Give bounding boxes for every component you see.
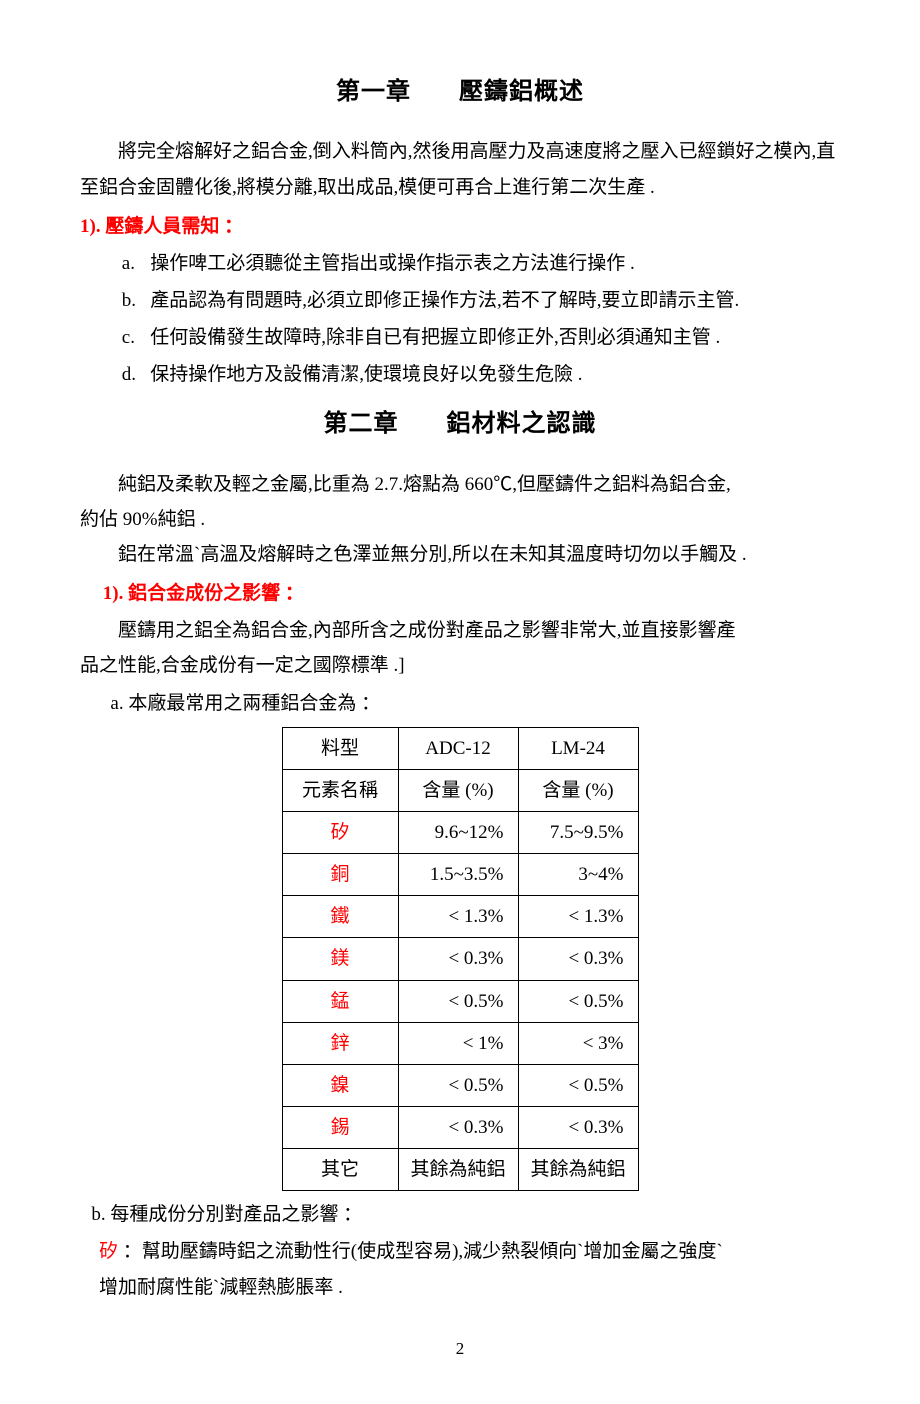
- val2-cell: < 0.3%: [518, 1107, 638, 1149]
- table-row: 鐵< 1.3%< 1.3%: [282, 896, 638, 938]
- effect-si-line1: 矽 ：幫助壓鑄時鋁之流動性行(使成型容易),減少熱裂傾向`增加金屬之強度`: [80, 1234, 840, 1269]
- val1-cell: < 0.5%: [398, 980, 518, 1022]
- val2-cell: < 0.3%: [518, 938, 638, 980]
- elem-cell: 鐵: [282, 896, 398, 938]
- effect-si-label: 矽: [99, 1241, 118, 1262]
- table-row: 鎂< 0.3%< 0.3%: [282, 938, 638, 980]
- val2-cell: < 1.3%: [518, 896, 638, 938]
- elem-cell: 其它: [282, 1149, 398, 1191]
- chapter-2-title: 第二章 鋁材料之認識: [80, 402, 840, 446]
- list-item-c: c.任何設備發生故障時,除非自已有把握立即修正外,否則必須通知主管 .: [80, 320, 840, 355]
- ch2-p2: 鋁在常溫`高溫及熔解時之色澤並無分別,所以在未知其溫度時切勿以手觸及 .: [80, 537, 840, 572]
- val2-cell: < 0.5%: [518, 980, 638, 1022]
- hdr-type: 料型: [282, 727, 398, 769]
- page-number: 2: [80, 1333, 840, 1364]
- elem-cell: 鋅: [282, 1022, 398, 1064]
- sub-b: b. 每種成份分別對產品之影響 ：: [80, 1197, 840, 1232]
- hdr-pct1: 含量 (%): [398, 769, 518, 811]
- chapter-1-intro-line1: 將完全熔解好之鋁合金,倒入料筒內,然後用高壓力及高速度將之壓入已經鎖好之模內,直…: [80, 134, 840, 204]
- list-item-b-text: 產品認為有問題時,必須立即修正操作方法,若不了解時,要立即請示主管.: [150, 290, 739, 311]
- table-row: 鋅< 1%< 3%: [282, 1022, 638, 1064]
- list-item-a: a.操作啤工必須聽從主管指出或操作指示表之方法進行操作 .: [80, 246, 840, 281]
- table-row-hdr1: 料型 ADC-12 LM-24: [282, 727, 638, 769]
- val1-cell: < 1%: [398, 1022, 518, 1064]
- table-row: 鎳< 0.5%< 0.5%: [282, 1064, 638, 1106]
- table-row: 錳< 0.5%< 0.5%: [282, 980, 638, 1022]
- val1-cell: 其餘為純鋁: [398, 1149, 518, 1191]
- effect-si-text1: ：幫助壓鑄時鋁之流動性行(使成型容易),減少熱裂傾向`增加金屬之強度`: [118, 1241, 723, 1262]
- hdr-elem: 元素名稱: [282, 769, 398, 811]
- sub-a: a. 本廠最常用之兩種鋁合金為 ：: [80, 686, 840, 721]
- chapter-1-title: 第一章 壓鑄鋁概述: [80, 70, 840, 114]
- hdr-c2: LM-24: [518, 727, 638, 769]
- hdr-c1: ADC-12: [398, 727, 518, 769]
- val1-cell: < 0.3%: [398, 938, 518, 980]
- val2-cell: 7.5~9.5%: [518, 812, 638, 854]
- val1-cell: < 1.3%: [398, 896, 518, 938]
- elem-cell: 鎳: [282, 1064, 398, 1106]
- chapter-2-name: 鋁材料之認識: [447, 411, 597, 437]
- chapter-1-label: 第一章: [336, 79, 411, 105]
- chapter-1-name: 壓鑄鋁概述: [459, 79, 584, 105]
- list-item-d: d.保持操作地方及設備清潔,使環境良好以免發生危險 .: [80, 357, 840, 392]
- list-item-d-text: 保持操作地方及設備清潔,使環境良好以免發生危險 .: [150, 364, 582, 385]
- val2-cell: 3~4%: [518, 854, 638, 896]
- val1-cell: < 0.5%: [398, 1064, 518, 1106]
- table-row: 銅1.5~3.5%3~4%: [282, 854, 638, 896]
- list-item-b: b.產品認為有問題時,必須立即修正操作方法,若不了解時,要立即請示主管.: [80, 283, 840, 318]
- chapter-2-label: 第二章: [324, 411, 399, 437]
- ch2-section-1-head: 1). 鋁合金成份之影響 ：: [80, 576, 840, 611]
- table-row: 其它其餘為純鋁其餘為純鋁: [282, 1149, 638, 1191]
- val2-cell: 其餘為純鋁: [518, 1149, 638, 1191]
- val1-cell: < 0.3%: [398, 1107, 518, 1149]
- elem-cell: 錫: [282, 1107, 398, 1149]
- list-item-c-text: 任何設備發生故障時,除非自已有把握立即修正外,否則必須通知主管 .: [150, 327, 720, 348]
- effect-si-line2: 增加耐腐性能`減輕熱膨脹率 .: [80, 1270, 840, 1305]
- elem-cell: 錳: [282, 980, 398, 1022]
- val2-cell: < 3%: [518, 1022, 638, 1064]
- elem-cell: 銅: [282, 854, 398, 896]
- val1-cell: 9.6~12%: [398, 812, 518, 854]
- section-1-head: 1). 壓鑄人員需知 ：: [80, 209, 840, 244]
- ch2-p1a: 純鋁及柔軟及輕之金屬,比重為 2.7.熔點為 660℃,但壓鑄件之鋁料為鋁合金,: [80, 467, 840, 502]
- table-row-hdr2: 元素名稱 含量 (%) 含量 (%): [282, 769, 638, 811]
- val2-cell: < 0.5%: [518, 1064, 638, 1106]
- table-row: 錫< 0.3%< 0.3%: [282, 1107, 638, 1149]
- list-item-a-text: 操作啤工必須聽從主管指出或操作指示表之方法進行操作 .: [150, 253, 635, 274]
- val1-cell: 1.5~3.5%: [398, 854, 518, 896]
- elem-cell: 鎂: [282, 938, 398, 980]
- ch2-p1b: 約佔 90%純鋁 .: [80, 502, 840, 537]
- ch2-p3b: 品之性能,合金成份有一定之國際標準 .]: [80, 648, 840, 683]
- elem-cell: 矽: [282, 812, 398, 854]
- hdr-pct2: 含量 (%): [518, 769, 638, 811]
- alloy-table: 料型 ADC-12 LM-24 元素名稱 含量 (%) 含量 (%) 矽9.6~…: [282, 727, 639, 1192]
- table-row: 矽9.6~12%7.5~9.5%: [282, 812, 638, 854]
- ch2-p3a: 壓鑄用之鋁全為鋁合金,內部所含之成份對產品之影響非常大,並直接影響產: [80, 613, 840, 648]
